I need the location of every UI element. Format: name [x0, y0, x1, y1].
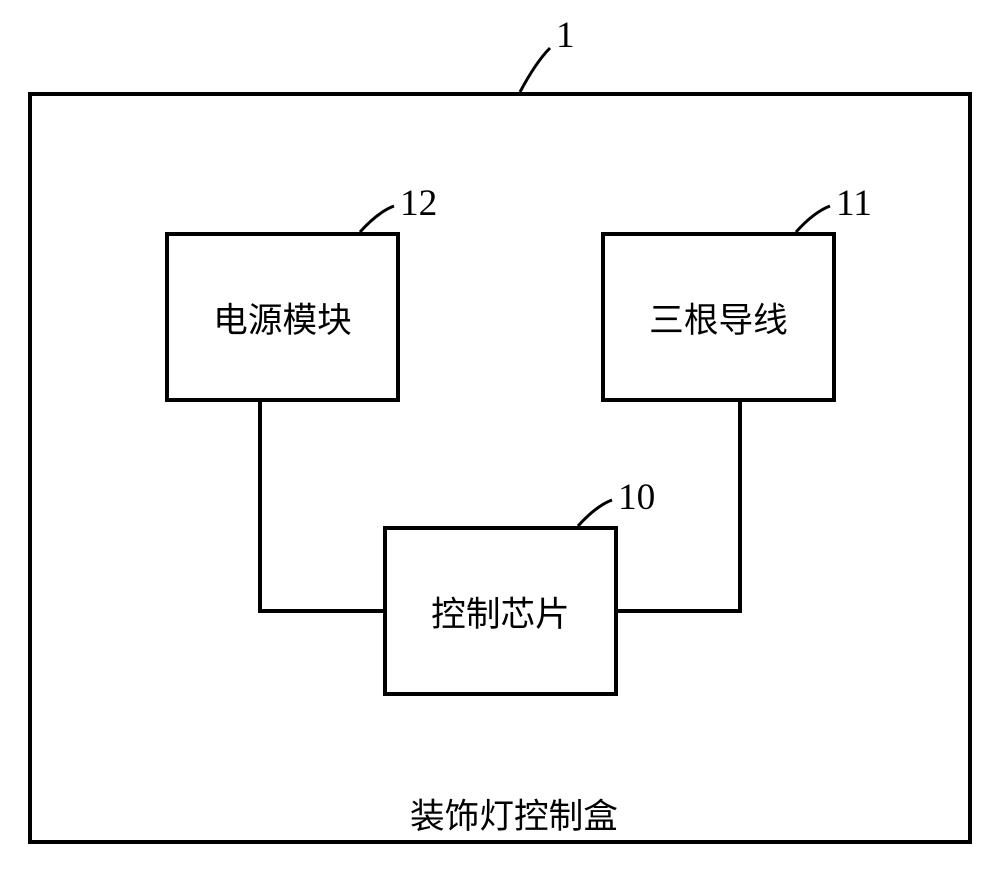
block-power-module-label: 电源模块 — [213, 292, 352, 342]
callout-10: 10 — [618, 476, 655, 519]
leader-1 — [520, 48, 550, 92]
block-three-wires: 三根导线 — [601, 232, 836, 402]
callout-12: 12 — [400, 182, 437, 225]
callout-11: 11 — [836, 182, 872, 225]
block-power-module: 电源模块 — [165, 232, 400, 402]
diagram-canvas: 电源模块 三根导线 控制芯片 装饰灯控制盒 1 12 11 10 — [0, 0, 1000, 869]
block-three-wires-label: 三根导线 — [649, 292, 788, 342]
outer-container-box — [28, 92, 972, 844]
callout-1: 1 — [556, 14, 575, 57]
block-control-chip: 控制芯片 — [383, 526, 618, 696]
outer-box-caption: 装饰灯控制盒 — [410, 788, 618, 838]
block-control-chip-label: 控制芯片 — [431, 586, 570, 636]
